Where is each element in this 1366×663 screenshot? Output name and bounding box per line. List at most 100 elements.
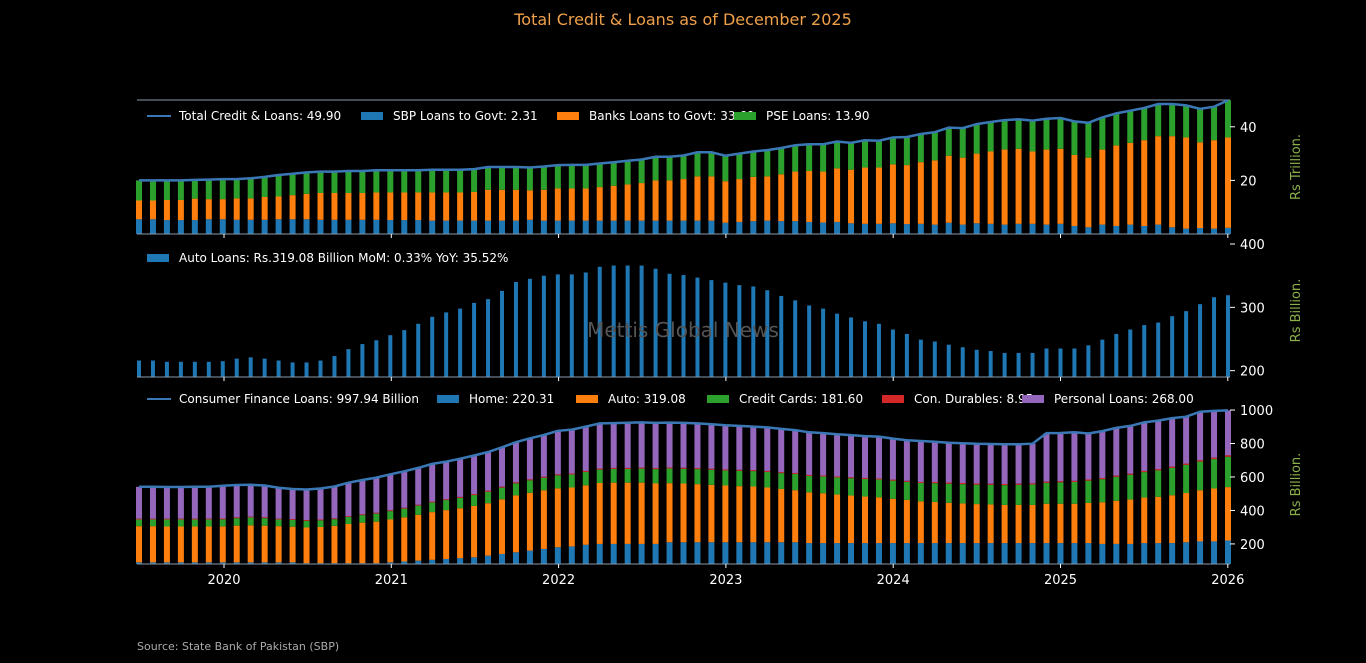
- bar-pse-loans: [1141, 108, 1148, 141]
- bar-credit-cards: [219, 519, 226, 527]
- bar-pse-loans: [931, 132, 938, 161]
- bar-con-durables: [1001, 483, 1008, 486]
- bar-auto: [708, 484, 715, 543]
- bar-auto-loans: [276, 360, 281, 377]
- bar-credit-cards: [289, 519, 296, 527]
- bar-home: [554, 547, 561, 564]
- bar-sbp-loans-to-govt: [1127, 224, 1134, 234]
- bar-personal-loans: [1001, 444, 1008, 484]
- bar-personal-loans: [1127, 425, 1134, 474]
- bar-con-durables: [303, 519, 310, 521]
- bar-con-durables: [526, 479, 533, 481]
- bar-credit-cards: [1029, 484, 1036, 505]
- bar-auto-loans: [597, 266, 602, 377]
- x-tick-label: 2024: [877, 573, 910, 588]
- chart-title: Total Credit & Loans as of December 2025: [514, 10, 852, 29]
- bar-pse-loans: [526, 167, 533, 191]
- bar-con-durables: [359, 514, 366, 516]
- bar-sbp-loans-to-govt: [1225, 227, 1231, 234]
- bar-auto-loans: [555, 274, 560, 377]
- bar-personal-loans: [512, 442, 519, 483]
- bar-home: [163, 562, 170, 564]
- bar-credit-cards: [848, 478, 855, 496]
- bar-personal-loans: [764, 427, 771, 471]
- bar-con-durables: [1043, 481, 1050, 483]
- bar-pse-loans: [275, 175, 282, 197]
- bar-sbp-loans-to-govt: [247, 219, 254, 234]
- bar-sbp-loans-to-govt: [722, 222, 729, 234]
- bar-con-durables: [149, 518, 156, 520]
- bar-banks-loans-to-govt: [792, 171, 799, 222]
- bar-credit-cards: [903, 481, 910, 500]
- bar-credit-cards: [275, 519, 282, 527]
- legend-swatch: [707, 395, 729, 403]
- bar-auto: [1225, 487, 1231, 541]
- bar-banks-loans-to-govt: [512, 189, 519, 221]
- bar-banks-loans-to-govt: [610, 185, 617, 221]
- bar-auto-loans: [779, 295, 784, 377]
- bar-home: [526, 550, 533, 564]
- bar-banks-loans-to-govt: [136, 200, 142, 220]
- bar-home: [177, 562, 184, 564]
- bar-sbp-loans-to-govt: [638, 220, 645, 234]
- bar-personal-loans: [722, 425, 729, 470]
- bar-home: [485, 555, 492, 564]
- bar-auto: [429, 512, 436, 560]
- bar-home: [1071, 543, 1078, 564]
- bar-pse-loans: [1015, 119, 1022, 149]
- bar-auto: [443, 510, 450, 559]
- bar-auto-loans: [527, 278, 532, 377]
- bar-banks-loans-to-govt: [875, 167, 882, 224]
- bar-auto-loans: [737, 285, 742, 377]
- bar-pse-loans: [582, 164, 589, 189]
- bar-credit-cards: [233, 518, 240, 526]
- bar-credit-cards: [359, 515, 366, 523]
- bar-auto-loans: [472, 302, 477, 377]
- bar-con-durables: [945, 482, 952, 484]
- bar-banks-loans-to-govt: [903, 165, 910, 225]
- bar-credit-cards: [722, 470, 729, 486]
- bar-credit-cards: [694, 469, 701, 485]
- bar-home: [219, 562, 226, 564]
- bar-personal-loans: [373, 477, 380, 513]
- bar-credit-cards: [331, 519, 338, 526]
- bar-auto: [261, 525, 268, 563]
- bar-con-durables: [1197, 460, 1204, 462]
- bar-personal-loans: [526, 438, 533, 480]
- bar-auto: [233, 525, 240, 563]
- bar-credit-cards: [778, 473, 785, 490]
- bar-auto: [1015, 504, 1022, 544]
- legend-label: SBP Loans to Govt: 2.31: [393, 109, 538, 123]
- bar-personal-loans: [792, 430, 799, 473]
- bar-auto-loans: [1086, 345, 1091, 377]
- bar-sbp-loans-to-govt: [1071, 225, 1078, 234]
- bar-home: [275, 562, 282, 564]
- bar-pse-loans: [1085, 122, 1092, 158]
- bar-sbp-loans-to-govt: [554, 220, 561, 234]
- bar-pse-loans: [694, 152, 701, 177]
- bar-home: [1057, 543, 1064, 564]
- bar-auto-loans: [863, 321, 867, 377]
- bar-personal-loans: [247, 484, 254, 517]
- bar-auto: [1043, 503, 1050, 544]
- bar-sbp-loans-to-govt: [708, 220, 715, 234]
- bar-sbp-loans-to-govt: [610, 220, 617, 234]
- bar-sbp-loans-to-govt: [736, 221, 743, 234]
- bar-credit-cards: [875, 479, 882, 498]
- bar-banks-loans-to-govt: [750, 176, 757, 222]
- bar-credit-cards: [512, 483, 519, 496]
- bar-auto: [275, 526, 282, 563]
- bar-con-durables: [540, 476, 547, 478]
- bar-personal-loans: [694, 423, 701, 469]
- bar-credit-cards: [596, 469, 603, 483]
- bar-personal-loans: [862, 436, 868, 478]
- bar-auto: [652, 483, 659, 544]
- bar-credit-cards: [540, 477, 547, 491]
- bar-home: [959, 543, 966, 564]
- bar-sbp-loans-to-govt: [820, 222, 827, 234]
- bar-auto-loans: [765, 290, 770, 377]
- bar-con-durables: [889, 479, 896, 481]
- bar-auto: [499, 499, 505, 554]
- bar-auto-loans: [290, 362, 295, 377]
- bar-con-durables: [652, 468, 659, 470]
